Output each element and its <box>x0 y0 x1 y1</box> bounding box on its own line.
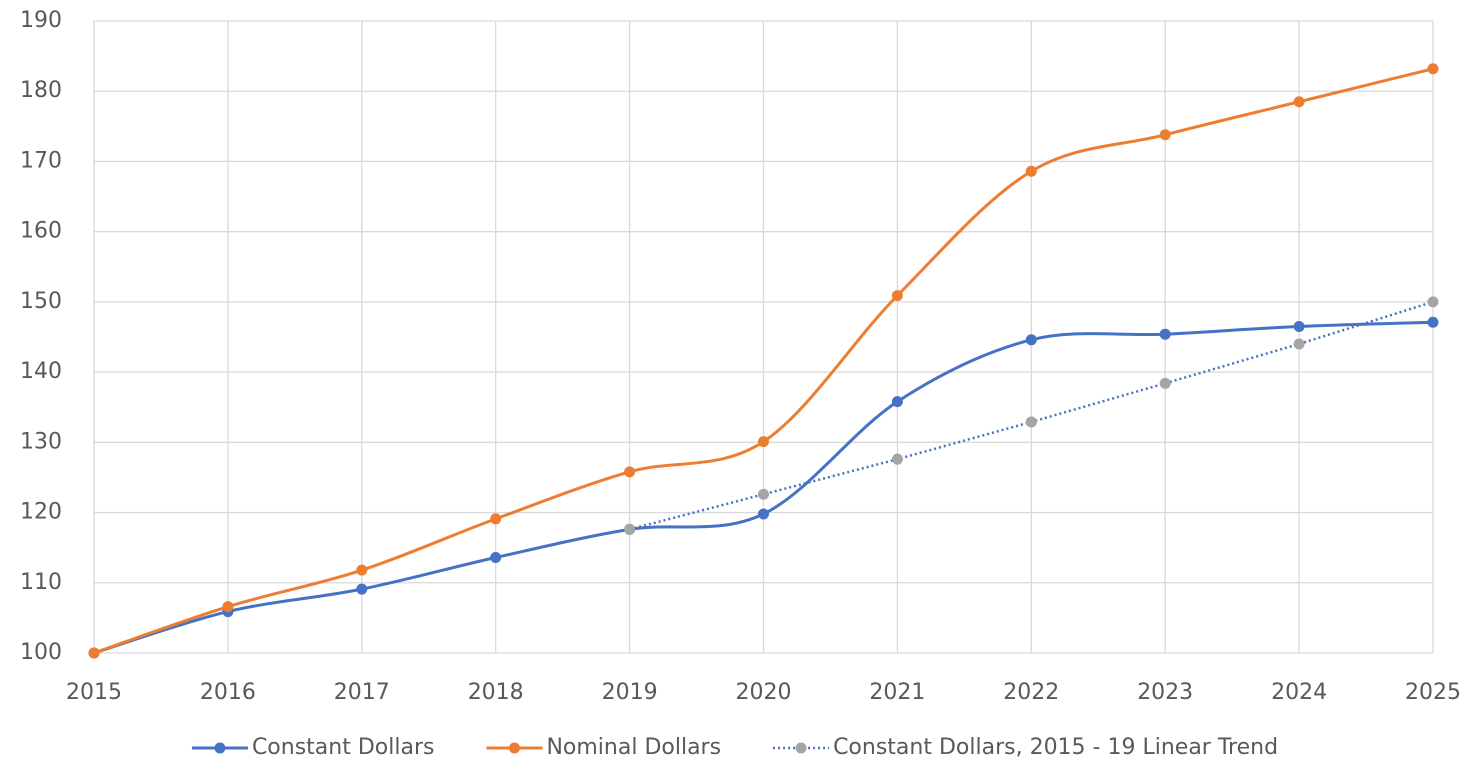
y-tick-label: 110 <box>20 570 62 595</box>
data-point <box>356 583 368 595</box>
data-point <box>758 436 769 448</box>
x-tick-label: 2023 <box>1137 680 1193 705</box>
data-point <box>356 564 368 576</box>
data-point <box>1293 320 1305 332</box>
data-point <box>490 551 502 563</box>
data-point <box>1427 316 1439 328</box>
legend-label: Constant Dollars <box>252 735 435 760</box>
y-tick-label: 160 <box>20 219 62 244</box>
data-point <box>758 508 769 520</box>
y-tick-label: 120 <box>20 500 62 525</box>
data-point <box>1159 129 1171 141</box>
x-tick-label: 2020 <box>736 680 792 705</box>
data-point <box>88 647 100 659</box>
legend-marker <box>214 742 226 754</box>
data-point <box>624 523 636 535</box>
data-point <box>1427 63 1439 75</box>
legend-label: Constant Dollars, 2015 - 19 Linear Trend <box>833 735 1278 760</box>
y-tick-label: 150 <box>20 289 62 314</box>
data-point <box>222 601 234 613</box>
x-tick-label: 2019 <box>602 680 658 705</box>
y-tick-label: 180 <box>20 78 62 103</box>
legend-marker <box>795 742 807 754</box>
legend-marker <box>508 742 520 754</box>
data-point <box>624 466 636 478</box>
legend-label: Nominal Dollars <box>546 735 721 760</box>
data-point <box>1025 334 1037 346</box>
x-tick-label: 2018 <box>468 680 524 705</box>
x-tick-label: 2017 <box>334 680 390 705</box>
legend: Constant Dollars Nominal Dollars Constant … <box>191 735 1278 760</box>
data-point <box>1293 338 1305 350</box>
data-point <box>1159 377 1171 389</box>
series-line <box>93 320 1434 655</box>
data-point <box>490 513 502 525</box>
data-point <box>1293 96 1305 108</box>
data-point <box>758 488 769 500</box>
data-point <box>1427 296 1439 308</box>
y-tick-label: 130 <box>20 429 62 454</box>
x-tick-label: 2015 <box>66 680 122 705</box>
x-tick-label: 2016 <box>200 680 256 705</box>
data-point <box>891 453 903 465</box>
y-tick-label: 140 <box>20 359 62 384</box>
x-tick-label: 2024 <box>1271 680 1327 705</box>
data-point <box>1159 328 1171 340</box>
y-tick-label: 100 <box>20 640 62 665</box>
x-tick-label: 2025 <box>1405 680 1461 705</box>
series-line <box>93 67 1434 655</box>
data-point <box>1025 165 1037 177</box>
data-point <box>891 396 903 408</box>
y-tick-label: 190 <box>20 8 62 33</box>
x-tick-label: 2022 <box>1003 680 1059 705</box>
data-point <box>891 290 903 302</box>
y-tick-label: 170 <box>20 148 62 173</box>
data-point <box>1025 416 1037 428</box>
x-tick-label: 2021 <box>869 680 925 705</box>
